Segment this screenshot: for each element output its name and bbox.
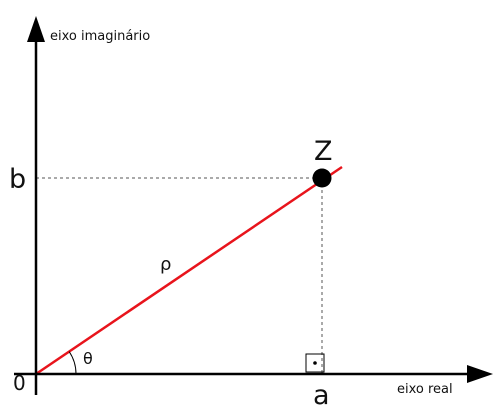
- right-angle-marker: [305, 353, 325, 373]
- right-angle-dot: [313, 361, 317, 365]
- real-axis-arrowhead: [467, 365, 493, 383]
- origin-label: 0: [13, 371, 26, 395]
- imaginary-axis-arrowhead: [27, 16, 45, 42]
- imaginary-axis-label: eixo imaginário: [50, 29, 150, 44]
- imag-part-label: b: [9, 164, 26, 195]
- real-axis-label: eixo real: [397, 382, 453, 397]
- angle-label: θ: [83, 349, 93, 368]
- vector-line: [35, 165, 343, 376]
- real-part-label: a: [313, 380, 330, 411]
- point-z-label: Z: [314, 136, 333, 167]
- angle-arc: [68, 351, 77, 375]
- modulus-label: ρ: [160, 254, 171, 275]
- point-z: [312, 168, 332, 188]
